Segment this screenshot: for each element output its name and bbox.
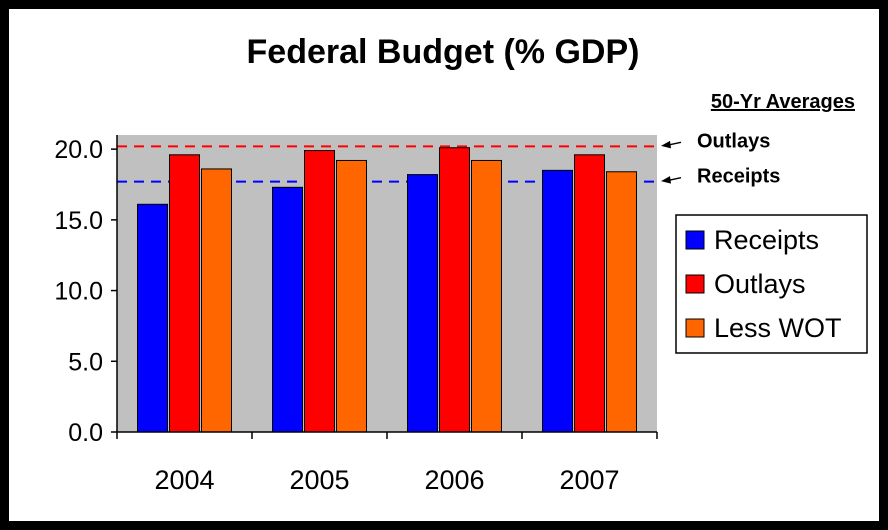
y-tick-label: 15.0 xyxy=(54,207,103,235)
y-tick-label: 20.0 xyxy=(54,136,103,164)
legend-swatch-receipts xyxy=(685,230,705,250)
legend-box xyxy=(675,214,868,354)
chart-frame: Federal Budget (% GDP) 0.0 5.0 10.0 15.0 20.… xyxy=(9,9,879,521)
bar-chart: Federal Budget (% GDP) 0.0 5.0 10.0 15.0 20.… xyxy=(54,33,868,495)
bar-less-wot-2004 xyxy=(201,168,232,433)
bar-receipts-2005 xyxy=(272,186,303,433)
bar-receipts-2006 xyxy=(407,174,438,433)
x-category-labels: 2004 2005 2006 2007 xyxy=(154,465,619,495)
bar-receipts-2007 xyxy=(542,169,573,433)
reference-arrow-head xyxy=(661,140,671,149)
legend-label-less-wot: Less WOT xyxy=(714,313,842,343)
reference-label-outlays: Outlays xyxy=(697,130,770,152)
legend-label-outlays: Outlays xyxy=(714,269,806,299)
reference-arrow-head xyxy=(661,176,671,184)
bar-outlays-2007 xyxy=(574,154,605,433)
averages-header: 50-Yr Averages xyxy=(711,91,855,113)
x-category-label: 2004 xyxy=(154,465,214,495)
reference-line-labels: Outlays Receipts xyxy=(661,130,780,188)
axes xyxy=(111,135,658,439)
y-tick-label: 0.0 xyxy=(68,419,103,447)
legend: Receipts Outlays Less WOT xyxy=(675,214,868,354)
x-category-label: 2005 xyxy=(289,465,349,495)
legend-swatch-less-wot xyxy=(685,318,705,338)
reference-label-receipts: Receipts xyxy=(697,166,780,188)
chart-title: Federal Budget (% GDP) xyxy=(247,33,640,71)
bar-less-wot-2007 xyxy=(606,171,637,433)
bar-outlays-2005 xyxy=(304,150,335,433)
y-tick-label: 5.0 xyxy=(68,348,103,376)
bar-outlays-2006 xyxy=(439,147,470,433)
legend-label-receipts: Receipts xyxy=(714,225,819,255)
x-category-label: 2007 xyxy=(559,465,619,495)
x-category-label: 2006 xyxy=(424,465,484,495)
bar-outlays-2004 xyxy=(169,154,200,433)
bars xyxy=(137,147,637,433)
y-tick-labels: 0.0 5.0 10.0 15.0 20.0 xyxy=(54,136,103,447)
bar-less-wot-2006 xyxy=(471,159,502,433)
legend-swatch-outlays xyxy=(685,274,705,294)
y-tick-label: 10.0 xyxy=(54,278,103,306)
bar-less-wot-2005 xyxy=(336,159,367,433)
bar-receipts-2004 xyxy=(137,203,168,433)
